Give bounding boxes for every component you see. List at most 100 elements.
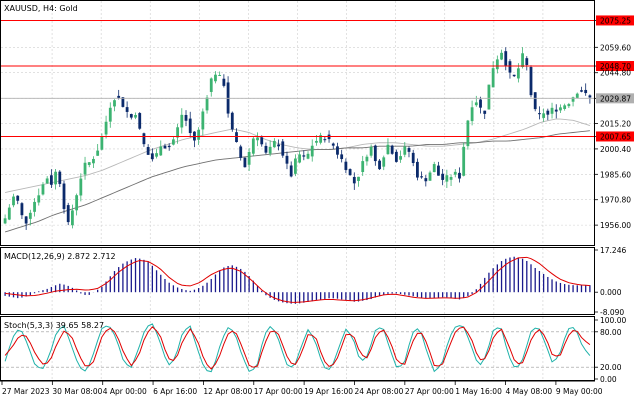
time-tick-label: 17 Apr 00:00 — [254, 387, 303, 396]
current-price-label: 2029.87 — [600, 94, 631, 103]
candle-body — [428, 172, 432, 181]
candle-body — [239, 146, 243, 158]
stochastic-indicator — [1, 323, 594, 373]
candle-body — [197, 129, 201, 140]
macd-indicator — [4, 256, 591, 304]
candle-body — [483, 110, 487, 114]
candle-body — [348, 169, 352, 176]
candle-body — [340, 154, 344, 160]
time-tick-label: 30 Mar 08:00 — [52, 387, 102, 396]
candle-body — [298, 154, 302, 163]
candle-body — [222, 78, 226, 86]
level-price-label: 2075.25 — [600, 16, 631, 25]
candle-body — [243, 157, 247, 168]
candle-body — [155, 153, 158, 157]
macd-title: MACD(12,26,9) 2.872 2.712 — [4, 252, 116, 261]
candle-body — [251, 138, 255, 154]
candle-body — [411, 152, 415, 163]
candle-body — [28, 212, 32, 219]
candle-body — [542, 113, 546, 118]
horizontal-levels[interactable] — [1, 19, 594, 137]
candle-body — [420, 176, 424, 178]
candle-body — [407, 148, 411, 152]
candle-body — [352, 176, 356, 184]
candle-body — [16, 195, 20, 201]
stoch-tick-label: 100.00 — [600, 316, 626, 325]
candle-body — [256, 137, 259, 141]
candle-body — [24, 216, 28, 224]
candle-body — [54, 171, 57, 185]
candle-body — [344, 161, 348, 170]
stoch-tick-label: 20.00 — [600, 363, 622, 372]
candle-body — [184, 114, 188, 121]
candle-body — [441, 173, 445, 180]
time-tick-label: 1 May 16:00 — [455, 387, 502, 396]
stoch-panel[interactable] — [0, 316, 595, 381]
candle-body — [41, 184, 45, 195]
candle-body — [479, 99, 482, 108]
candle-body — [390, 145, 394, 154]
candle-body — [159, 146, 163, 156]
candle-body — [104, 121, 108, 135]
candle-body — [361, 161, 365, 172]
candle-body — [62, 183, 66, 209]
candle-body — [495, 59, 499, 70]
candle-body — [45, 178, 49, 184]
candle-body — [96, 150, 100, 156]
symbol-title: XAUUSD, H4: Gold — [4, 4, 78, 13]
candle-body — [315, 140, 318, 143]
candle-body — [281, 141, 285, 156]
price-tick-label: 1985.60 — [600, 170, 631, 179]
stoch-title: Stoch(5,3,3) 39.65 58.27 — [4, 321, 104, 330]
candle-body — [525, 58, 529, 65]
candle-body — [571, 97, 575, 102]
candle-body — [336, 146, 339, 155]
candle-body — [12, 196, 15, 206]
candle-body — [188, 118, 192, 134]
level-price-label: 2048.70 — [600, 62, 631, 71]
stoch-main-line — [4, 323, 591, 373]
candle-body — [445, 175, 449, 182]
candle-body — [83, 162, 87, 175]
candle-body — [474, 102, 478, 106]
time-tick-label: 4 Apr 00:00 — [103, 387, 147, 396]
candle-body — [588, 95, 592, 98]
candle-body — [500, 52, 503, 60]
candle-body — [201, 111, 205, 130]
candle-body — [302, 155, 306, 157]
candle-body — [214, 74, 217, 82]
candle-body — [470, 107, 474, 122]
candle-body — [108, 107, 112, 122]
candle-body — [550, 107, 554, 114]
candle-body — [369, 147, 373, 156]
candle-body — [285, 155, 289, 164]
candle-body — [567, 104, 571, 107]
candle-body — [218, 75, 222, 77]
candle-body — [176, 127, 179, 138]
candle-body — [559, 107, 562, 111]
candle-body — [264, 145, 268, 153]
time-tick-label: 24 Apr 08:00 — [354, 387, 403, 396]
price-tick-label: 2044.80 — [600, 69, 631, 78]
price-tick-label: 2000.40 — [600, 145, 631, 154]
candle-body — [277, 144, 280, 147]
candle-body — [49, 175, 53, 185]
candle-body — [399, 156, 402, 160]
stoch-signal-line — [4, 326, 591, 370]
candle-body — [466, 120, 470, 147]
candle-body — [205, 97, 209, 111]
macd-tick-label: 0.000 — [600, 288, 622, 297]
candle-body — [272, 140, 276, 148]
candle-body — [150, 153, 154, 160]
current-price-tag — [596, 93, 634, 104]
candle-body — [554, 109, 558, 112]
candle-body — [138, 113, 142, 129]
candle-body — [100, 136, 104, 150]
candle-body — [323, 139, 327, 141]
time-axis: 27 Mar 2023 30 Mar 08:00 4 Apr 00:00 6 Apr … — [1, 381, 603, 396]
candle-body — [306, 153, 310, 159]
candle-body — [365, 156, 369, 162]
candle-body — [20, 203, 24, 216]
